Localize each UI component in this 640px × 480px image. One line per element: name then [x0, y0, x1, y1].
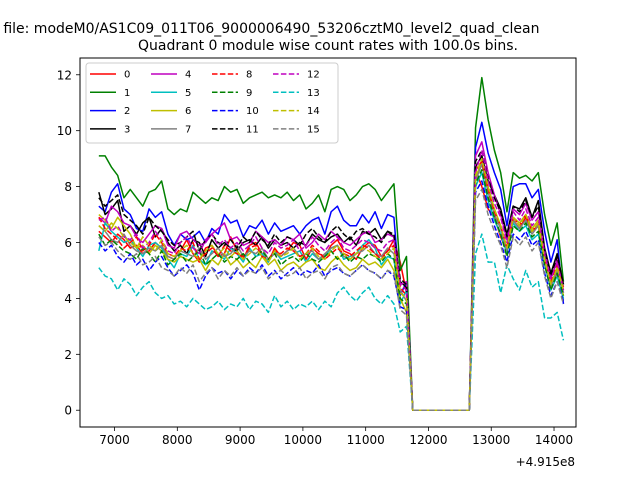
figure-suptitle: n file: modeM0/AS1C09_011T06_9000006490_… — [0, 21, 539, 37]
legend-item-0[interactable]: 0 — [90, 70, 130, 81]
x-tick-label: 13000 — [472, 433, 510, 447]
legend-label: 13 — [307, 88, 320, 99]
x-tick-label: 12000 — [409, 433, 447, 447]
legend-label: 14 — [307, 106, 320, 117]
legend-label: 10 — [246, 106, 259, 117]
series-line-15 — [98, 188, 565, 411]
legend-item-7[interactable]: 7 — [151, 124, 191, 135]
legend-item-10[interactable]: 10 — [212, 106, 259, 117]
series-layer — [98, 76, 565, 411]
legend-label: 11 — [246, 124, 259, 135]
legend-label: 1 — [124, 88, 130, 99]
legend-item-8[interactable]: 8 — [212, 70, 252, 81]
legend-label: 6 — [185, 106, 191, 117]
legend-item-4[interactable]: 4 — [151, 70, 191, 81]
legend-item-15[interactable]: 15 — [273, 124, 320, 135]
legend-item-9[interactable]: 9 — [212, 88, 252, 99]
legend-item-11[interactable]: 11 — [212, 124, 259, 135]
legend-label: 9 — [246, 88, 252, 99]
x-tick-label: 14000 — [535, 433, 573, 447]
legend-box — [85, 62, 339, 144]
x-tick-label: 11000 — [347, 433, 385, 447]
series-line-13 — [98, 233, 565, 411]
y-tick-label: 12 — [57, 68, 72, 82]
y-tick-label: 6 — [64, 236, 72, 250]
series-line-4 — [98, 141, 565, 411]
y-tick-label: 4 — [64, 292, 72, 306]
series-line-2 — [98, 121, 565, 411]
y-axis: 0 2 4 6 8 10 12 — [57, 68, 80, 418]
series-line-12 — [98, 149, 565, 411]
x-axis: 7000 8000 9000 10000 11000 12000 13000 14000 — [99, 427, 573, 447]
legend-item-13[interactable]: 13 — [273, 88, 320, 99]
series-line-8 — [98, 160, 565, 411]
legend-label: 5 — [185, 88, 191, 99]
series-line-1 — [98, 76, 565, 411]
chart-title: Quadrant 0 module wise count rates with … — [138, 38, 518, 54]
legend-label: 0 — [124, 70, 130, 81]
legend-label: 4 — [185, 70, 191, 81]
legend-label: 2 — [124, 106, 130, 117]
x-offset-text: +4.915e8 — [516, 455, 575, 469]
y-tick-label: 0 — [64, 404, 72, 418]
x-tick-label: 10000 — [284, 433, 322, 447]
legend-label: 8 — [246, 70, 252, 81]
y-tick-label: 8 — [64, 180, 72, 194]
legend-item-2[interactable]: 2 — [90, 106, 130, 117]
series-line-6 — [98, 160, 565, 411]
legend-label: 12 — [307, 70, 320, 81]
legend-item-6[interactable]: 6 — [151, 106, 191, 117]
legend-item-12[interactable]: 12 — [273, 70, 320, 81]
legend-item-1[interactable]: 1 — [90, 88, 130, 99]
x-tick-label: 7000 — [99, 433, 130, 447]
legend-item-14[interactable]: 14 — [273, 106, 320, 117]
series-line-9 — [98, 169, 565, 411]
legend-item-3[interactable]: 3 — [90, 124, 130, 135]
legend-label: 7 — [185, 124, 191, 135]
legend-item-5[interactable]: 5 — [151, 88, 191, 99]
x-tick-label: 8000 — [162, 433, 193, 447]
x-tick-label: 9000 — [225, 433, 256, 447]
legend-label: 3 — [124, 124, 130, 135]
y-tick-label: 2 — [64, 348, 72, 362]
series-line-10 — [98, 180, 565, 411]
y-tick-label: 10 — [57, 124, 72, 138]
legend-label: 15 — [307, 124, 320, 135]
